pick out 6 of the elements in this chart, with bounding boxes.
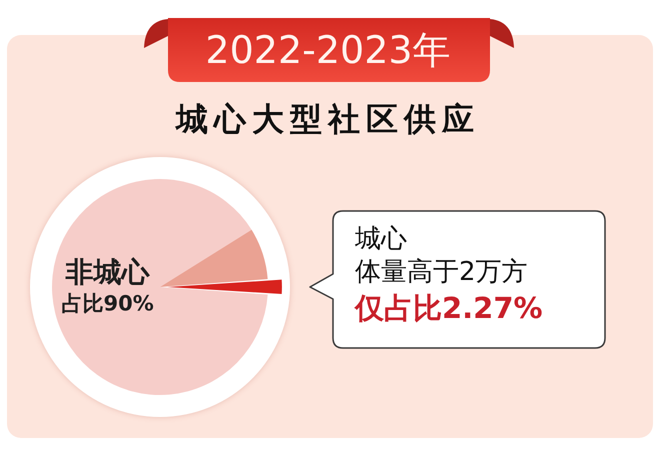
slice-label: 非城心 bbox=[64, 255, 151, 288]
slice-label: 城心体量高于2万方 bbox=[354, 224, 528, 287]
data-label: 仅占比2.27% bbox=[354, 290, 543, 327]
chart-title: 2022-2023年 bbox=[205, 27, 451, 73]
data-label: 占比90% bbox=[61, 292, 154, 316]
chart-subtitle: 城心大型社区供应 bbox=[176, 99, 480, 139]
